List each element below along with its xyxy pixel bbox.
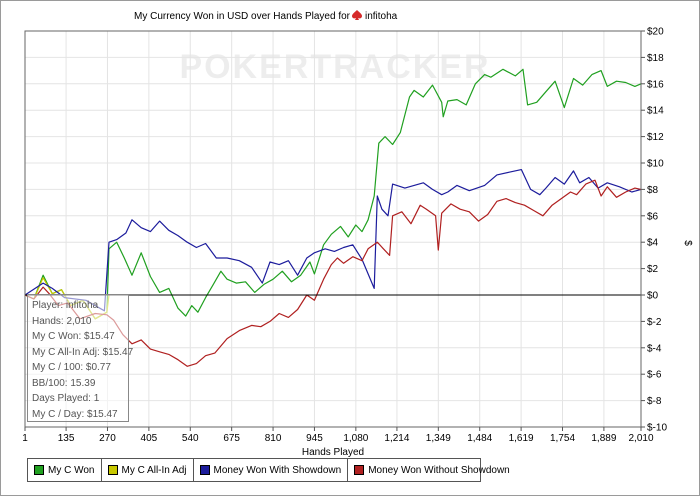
- y-tick-label: $-4: [647, 343, 662, 354]
- legend-item-money-won-without-showdown[interactable]: Money Won Without Showdown: [348, 459, 516, 481]
- y-tick-label: $4: [647, 238, 659, 249]
- stats-line: My C / 100: $0.77: [32, 362, 111, 373]
- x-tick-label: 1,484: [467, 433, 492, 444]
- x-tick-label: 270: [99, 433, 116, 444]
- series-line-money-won-without-showdown: [24, 179, 642, 367]
- stats-line: My C / Day: $15.47: [32, 408, 118, 420]
- stats-line: My C Won: $15.47: [32, 331, 115, 342]
- y-tick-label: $0: [647, 291, 659, 302]
- stats-line: Hands: 2,010: [32, 315, 92, 327]
- stats-box: Player: infitoha Hands: 2,010 My C Won: $1…: [27, 294, 134, 422]
- y-tick-label: $16: [647, 79, 664, 90]
- legend-label: My C Won: [48, 464, 95, 476]
- stats-line: My C All-In Adj: $15.47: [32, 346, 134, 358]
- y-tick-label: $6: [647, 211, 659, 222]
- legend-swatch: [107, 465, 118, 475]
- x-tick-label: 810: [265, 433, 282, 444]
- series-line-money-won-with-showdown: [24, 169, 642, 312]
- chart-title: My Currency Won in USD over Hands Played…: [134, 11, 351, 22]
- legend-swatch: [354, 465, 365, 475]
- legend-item-my-c-all-in-adj[interactable]: My C All-In Adj: [102, 459, 194, 481]
- stats-line: BB/100: 15.39: [32, 377, 96, 389]
- y-axis-label: $: [682, 240, 693, 246]
- x-tick-label: 945: [306, 433, 323, 444]
- plot-area-border: [24, 30, 642, 428]
- x-tick-label: 540: [182, 433, 199, 444]
- x-axis-label: Hands Played: [302, 447, 364, 458]
- legend: My C Won My C All-In Adj Money Won With Sh…: [27, 458, 510, 482]
- x-tick-label: 1,889: [591, 433, 616, 444]
- y-tick-label: $8: [647, 185, 659, 196]
- y-tick-label: $20: [647, 27, 664, 38]
- y-tick-label: $12: [647, 132, 664, 143]
- y-tick-label: $-2: [647, 317, 662, 328]
- legend-swatch: [199, 465, 210, 475]
- x-tick-label: 1,080: [343, 433, 368, 444]
- legend-swatch: [34, 465, 44, 475]
- y-tick-label: $18: [647, 53, 664, 64]
- stats-line: Days Played: 1: [32, 393, 100, 404]
- legend-label: Money Won With Showdown: [213, 464, 342, 476]
- legend-label: My C All-In Adj: [121, 464, 187, 476]
- x-tick-label: 1,214: [384, 433, 409, 444]
- x-tick-label: 135: [58, 433, 75, 444]
- legend-label: Money Won Without Showdown: [368, 464, 510, 476]
- stats-line: Player: infitoha: [32, 300, 99, 311]
- y-tick-label: $-6: [647, 370, 662, 381]
- series-line-my-c-won: [24, 68, 642, 320]
- y-tick-label: $10: [647, 159, 664, 170]
- legend-item-my-c-won[interactable]: My C Won: [28, 459, 102, 481]
- watermark: POKERTRACKER: [179, 48, 490, 86]
- x-tick-label: 675: [223, 433, 240, 444]
- poker-icon: [352, 10, 362, 20]
- x-tick-label: 2,010: [628, 433, 653, 444]
- legend-item-money-won-with-showdown[interactable]: Money Won With Showdown: [194, 459, 349, 481]
- y-tick-label: $14: [647, 106, 664, 117]
- chart-title-player: infitoha: [365, 11, 398, 22]
- x-tick-label: 1,754: [550, 433, 575, 444]
- x-tick-label: 405: [141, 433, 158, 444]
- x-tick-label: 1,619: [509, 433, 534, 444]
- x-tick-label: 1: [22, 433, 28, 444]
- y-tick-label: $-10: [647, 423, 667, 434]
- y-tick-label: $2: [647, 264, 659, 275]
- x-tick-label: 1,349: [426, 433, 451, 444]
- y-tick-label: $-8: [647, 396, 662, 407]
